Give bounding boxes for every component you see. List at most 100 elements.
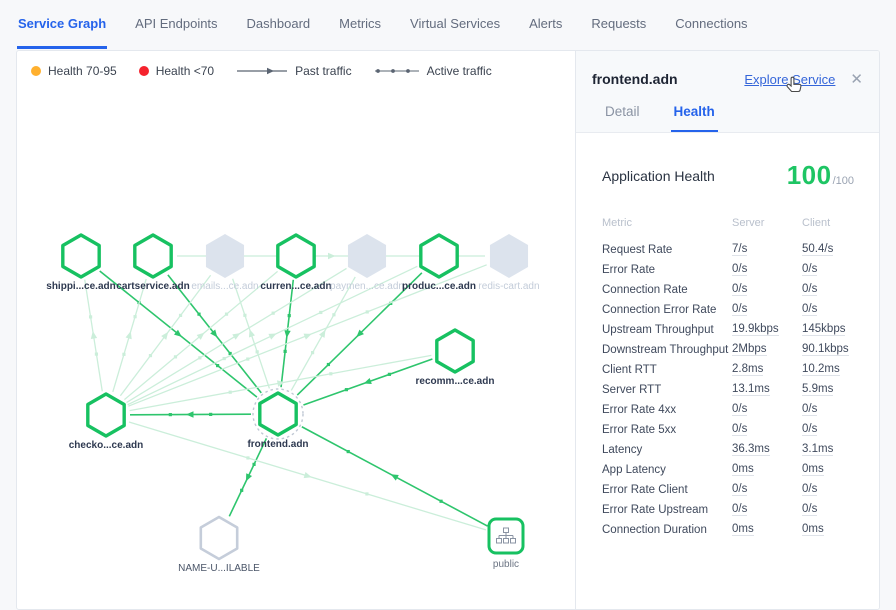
metric-value-link[interactable]: 0/s xyxy=(732,503,748,516)
panel-title: frontend.adn xyxy=(592,71,678,87)
metric-value-connection-duration-client: 0ms xyxy=(802,520,854,540)
graph-node-currencyservice[interactable]: curren...ce.adn xyxy=(260,233,332,292)
graph-node-frontend[interactable]: frontend.adn xyxy=(247,388,309,450)
metric-value-link[interactable]: 0/s xyxy=(732,283,748,296)
metric-value-link[interactable]: 0/s xyxy=(802,483,818,496)
metric-value-error-rate-client: 0/s xyxy=(802,260,854,280)
service-graph-area: Health 70-95 Health <70 Past traffic Active… xyxy=(17,51,575,609)
detail-panel: frontend.adn Explore Service ✕ Detail Hea… xyxy=(575,51,879,609)
metric-value-link[interactable]: 145kbps xyxy=(802,323,846,336)
metric-value-link[interactable]: 0/s xyxy=(732,403,748,416)
panel-tab-detail[interactable]: Detail xyxy=(605,104,640,119)
metric-value-link[interactable]: 0/s xyxy=(732,423,748,436)
metric-value-link[interactable]: 0/s xyxy=(802,423,818,436)
metric-label-error-rate-4xx: Error Rate 4xx xyxy=(602,404,677,416)
graph-node-label: cartservice.adn xyxy=(116,281,189,292)
metric-value-error-rate-upstream-server: 0/s xyxy=(732,500,802,520)
graph-node-nameunavailable[interactable]: NAME-U...ILABLE xyxy=(178,515,260,574)
metric-value-link[interactable]: 19.9kbps xyxy=(732,323,779,336)
metric-label-connection-error-rate: Connection Error Rate xyxy=(602,304,717,316)
metric-label-error-rate: Error Rate xyxy=(602,264,656,276)
graph-node-emailservice[interactable]: emails...ce.adn xyxy=(191,234,259,292)
metric-value-link[interactable]: 90.1kbps xyxy=(802,343,849,356)
metric-value-connection-error-rate-client: 0/s xyxy=(802,300,854,320)
metric-value-downstream-throughput-server: 2Mbps xyxy=(732,340,802,360)
metric-value-connection-duration-server: 0ms xyxy=(732,520,802,540)
nav-tab-metrics[interactable]: Metrics xyxy=(339,15,382,31)
legend-label: Active traffic xyxy=(426,64,492,78)
metric-value-link[interactable]: 0/s xyxy=(802,403,818,416)
metric-value-link[interactable]: 3.1ms xyxy=(802,443,834,456)
metric-value-link[interactable]: 0/s xyxy=(732,303,748,316)
metric-value-link[interactable]: 36.3ms xyxy=(732,443,770,456)
metric-value-link[interactable]: 7/s xyxy=(732,243,748,256)
graph-node-label: frontend.adn xyxy=(247,439,308,450)
nav-tab-alerts[interactable]: Alerts xyxy=(529,15,563,31)
legend-item-health-70: Health <70 xyxy=(138,64,215,78)
metric-value-error-rate-server: 0/s xyxy=(732,260,802,280)
metric-value-app-latency-server: 0ms xyxy=(732,460,802,480)
top-nav: Service Graph API Endpoints Dashboard Metri… xyxy=(0,0,896,49)
metric-value-app-latency-client: 0ms xyxy=(802,460,854,480)
graph-node-cartservice[interactable]: cartservice.adn xyxy=(116,233,190,292)
sitemap-icon xyxy=(496,527,516,544)
metric-value-link[interactable]: 2.8ms xyxy=(732,363,764,376)
panel-tab-health[interactable]: Health xyxy=(670,104,718,132)
service-graph-canvas[interactable]: shippi...ce.adn cartservice.adn emails...c… xyxy=(17,51,575,609)
metric-value-link[interactable]: 0/s xyxy=(802,503,818,516)
metric-value-client-rtt-client: 10.2ms xyxy=(802,360,854,380)
detail-panel-header: frontend.adn Explore Service ✕ Detail Hea… xyxy=(576,51,879,133)
nav-tab-virtual-services[interactable]: Virtual Services xyxy=(410,15,501,31)
detail-panel-body: Application Health 100 /100 Metric Server… xyxy=(576,133,879,540)
metric-value-link[interactable]: 50.4/s xyxy=(802,243,834,256)
graph-node-public[interactable]: public xyxy=(487,517,525,570)
metric-label-request-rate: Request Rate xyxy=(602,244,673,256)
metric-value-link[interactable]: 0/s xyxy=(732,483,748,496)
metrics-header-metric: Metric xyxy=(602,217,632,229)
graph-node-recommendation[interactable]: recomm...ce.adn xyxy=(416,328,495,387)
graph-node-shipping[interactable]: shippi...ce.adn xyxy=(46,233,116,292)
explore-service-link[interactable]: Explore Service xyxy=(744,71,836,87)
nav-tab-requests[interactable]: Requests xyxy=(591,15,647,31)
graph-node-label: curren...ce.adn xyxy=(260,281,331,292)
graph-node-label: paymen...ce.adn xyxy=(330,281,404,292)
graph-node-label: emails...ce.adn xyxy=(191,281,258,292)
graph-node-productservice[interactable]: produc...ce.adn xyxy=(402,233,476,292)
nav-tab-service-graph[interactable]: Service Graph xyxy=(17,0,108,49)
metric-value-link[interactable]: 2Mbps xyxy=(732,343,767,356)
legend-label: Health <70 xyxy=(155,64,215,78)
metric-value-link[interactable]: 0/s xyxy=(732,263,748,276)
metric-value-link[interactable]: 10.2ms xyxy=(802,363,840,376)
graph-node-label: NAME-U...ILABLE xyxy=(178,563,260,574)
nav-tab-api-endpoints[interactable]: API Endpoints xyxy=(135,15,218,31)
graph-node-label: public xyxy=(493,559,519,570)
metric-value-request-rate-client: 50.4/s xyxy=(802,240,854,260)
metric-value-error-rate-client-server: 0/s xyxy=(732,480,802,500)
metric-label-server-rtt: Server RTT xyxy=(602,384,662,396)
metric-value-link[interactable]: 5.9ms xyxy=(802,383,834,396)
graph-node-paymentservice[interactable]: paymen...ce.adn xyxy=(330,234,404,292)
metric-value-link[interactable]: 0ms xyxy=(802,523,824,536)
nav-tab-dashboard[interactable]: Dashboard xyxy=(246,15,311,31)
metric-value-error-rate-5xx-server: 0/s xyxy=(732,420,802,440)
metric-value-error-rate-upstream-client: 0/s xyxy=(802,500,854,520)
metric-value-link[interactable]: 0/s xyxy=(802,263,818,276)
metric-value-link[interactable]: 0/s xyxy=(802,283,818,296)
metric-value-link[interactable]: 0ms xyxy=(802,463,824,476)
health-score: 100 xyxy=(786,160,832,190)
metric-value-link[interactable]: 0ms xyxy=(732,523,754,536)
metric-value-link[interactable]: 0/s xyxy=(802,303,818,316)
metric-value-link[interactable]: 0ms xyxy=(732,463,754,476)
metric-value-error-rate-4xx-server: 0/s xyxy=(732,400,802,420)
nav-tab-connections[interactable]: Connections xyxy=(675,15,748,31)
metric-value-server-rtt-client: 5.9ms xyxy=(802,380,854,400)
metric-value-connection-rate-client: 0/s xyxy=(802,280,854,300)
application-health-label: Application Health xyxy=(602,167,715,184)
graph-node-checkout[interactable]: checko...ce.adn xyxy=(69,392,143,451)
metric-value-link[interactable]: 13.1ms xyxy=(732,383,770,396)
close-icon[interactable]: ✕ xyxy=(850,70,863,88)
health-warning-dot xyxy=(31,66,41,76)
graph-node-rediscart[interactable]: redis-cart.adn xyxy=(478,234,540,292)
metrics-header-server: Server xyxy=(732,217,765,229)
metric-value-error-rate-client-client: 0/s xyxy=(802,480,854,500)
